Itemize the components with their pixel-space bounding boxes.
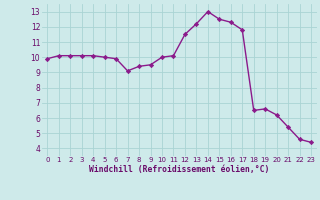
X-axis label: Windchill (Refroidissement éolien,°C): Windchill (Refroidissement éolien,°C) bbox=[89, 165, 269, 174]
